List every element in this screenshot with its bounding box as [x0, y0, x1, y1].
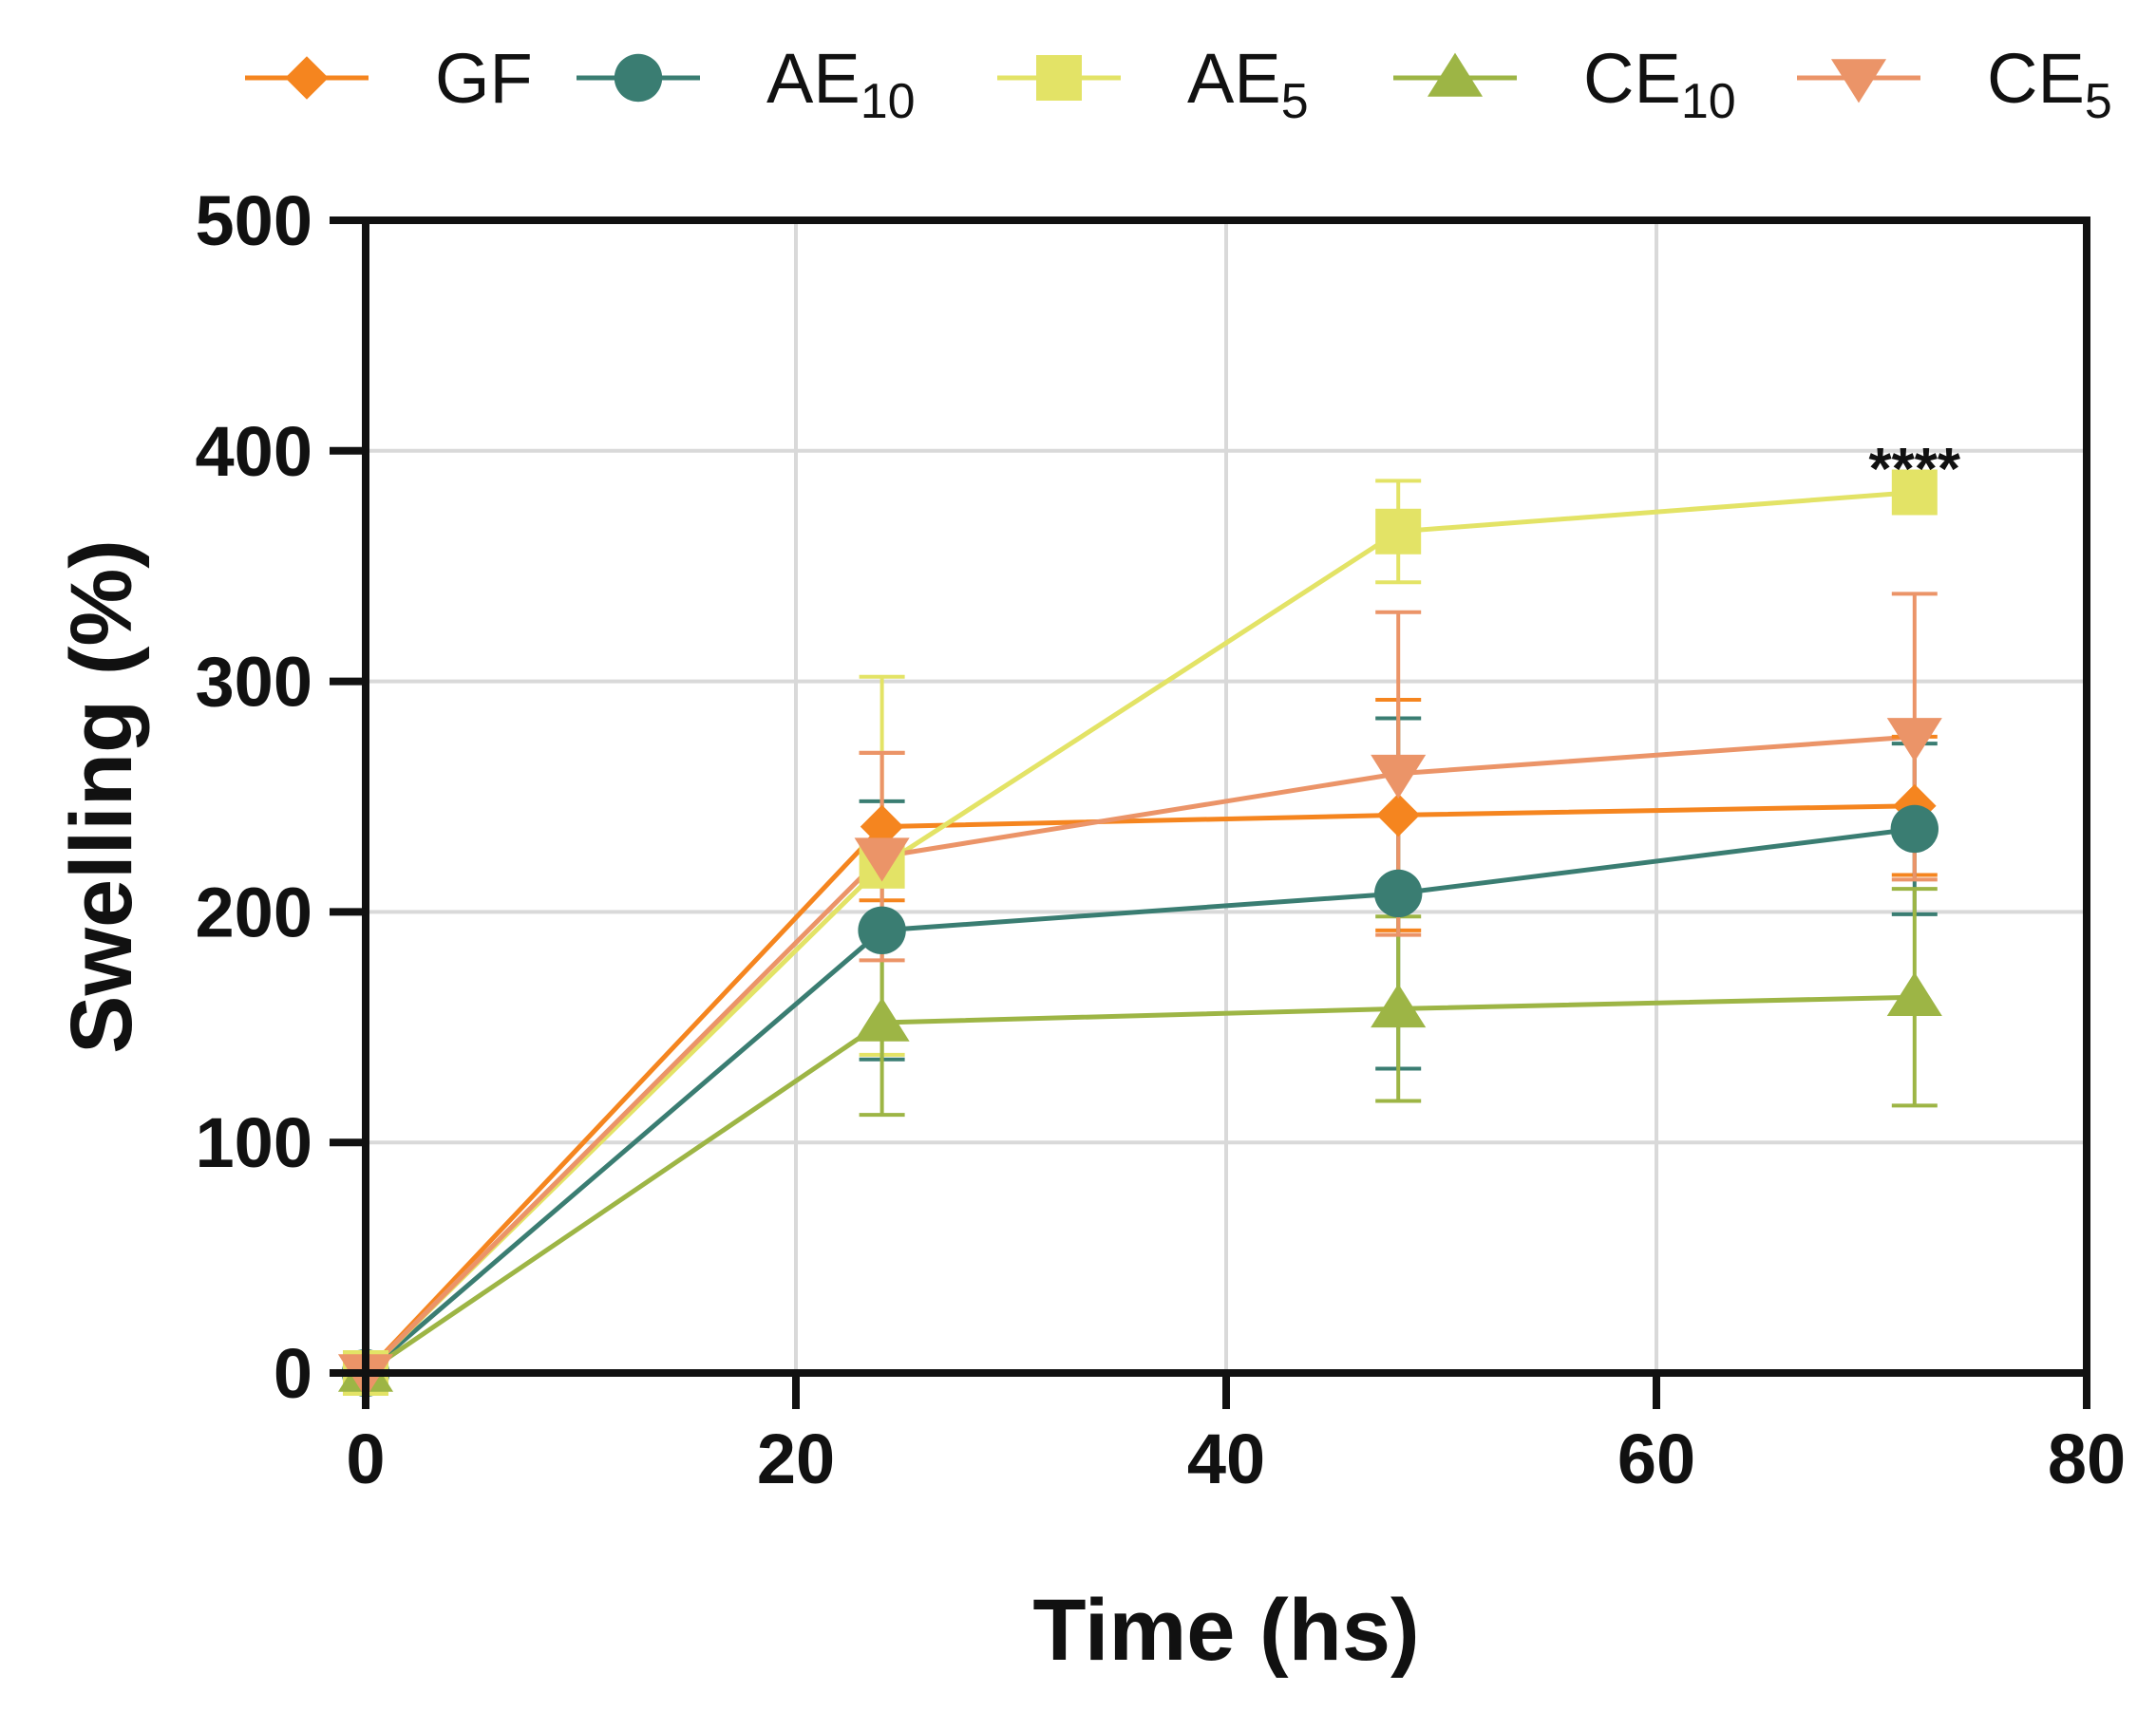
y-tick-label: 200	[196, 873, 312, 951]
y-tick-label: 100	[196, 1103, 312, 1182]
series-line-GF	[364, 803, 1915, 1375]
series-lines	[364, 490, 1916, 1376]
legend: GF AE10 AE5 CE10 CE5	[245, 39, 2112, 129]
data-point-GF	[860, 804, 904, 849]
data-points	[337, 469, 1942, 1399]
y-axis-title: Swelling (%)	[53, 539, 150, 1054]
x-axis-title: Time (hs)	[1032, 1582, 1419, 1679]
y-tick-label: 300	[196, 643, 312, 722]
axes	[330, 216, 2090, 1409]
data-point-AE10	[1890, 804, 1939, 854]
data-point-CE5	[854, 837, 910, 882]
legend-marker	[1036, 55, 1082, 101]
legend-marker	[285, 56, 329, 100]
data-point-AE5	[1891, 469, 1938, 516]
legend-label-sub: 10	[1681, 74, 1736, 129]
series-line-AE10	[364, 826, 1916, 1375]
legend-marker	[614, 53, 663, 103]
legend-label-sub: 10	[861, 74, 916, 129]
legend-item-AE10: AE10	[577, 39, 916, 129]
legend-label: AE5	[1187, 39, 1309, 129]
y-tick-label: 500	[196, 181, 312, 260]
data-point-CE10	[1886, 971, 1942, 1017]
x-tick-label: 40	[1187, 1420, 1265, 1498]
x-tick-label: 20	[757, 1420, 835, 1498]
legend-marker	[1830, 59, 1887, 103]
legend-marker	[1427, 52, 1484, 97]
legend-item-CE5: CE5	[1797, 39, 2112, 129]
data-point-CE5	[1371, 754, 1427, 799]
data-point-CE10	[1371, 983, 1427, 1028]
annotations: ****	[1869, 437, 1961, 502]
legend-label-main: CE	[1583, 39, 1681, 118]
legend-label-sub: 5	[1281, 74, 1309, 129]
data-point-CE10	[854, 997, 910, 1042]
legend-label-main: GF	[435, 39, 533, 118]
data-point-GF	[1376, 793, 1420, 837]
x-tick-label: 60	[1617, 1420, 1695, 1498]
legend-label: AE10	[766, 39, 916, 129]
grid-lines	[366, 220, 2087, 1373]
legend-label-main: AE	[1187, 39, 1281, 118]
series-line-CE10	[364, 994, 1915, 1376]
x-tick-label: 0	[346, 1420, 385, 1498]
data-point-CE5	[1886, 718, 1942, 762]
legend-label-sub: 5	[2085, 74, 2112, 129]
legend-label: GF	[435, 39, 533, 118]
legend-label-main: CE	[1987, 39, 2085, 118]
series-line-CE5	[364, 734, 1915, 1375]
y-tick-label: 400	[196, 412, 312, 491]
legend-item-AE5: AE5	[997, 39, 1309, 129]
x-tick-label: 80	[2048, 1420, 2126, 1498]
legend-label-main: AE	[766, 39, 861, 118]
significance-annotation: ****	[1869, 437, 1961, 502]
data-point-AE10	[1374, 869, 1423, 918]
tick-labels: 0 20 40 60 80 0 100 200 300 400 500	[196, 181, 2127, 1498]
y-tick-label: 0	[274, 1334, 312, 1413]
legend-label: CE5	[1987, 39, 2112, 129]
data-point-AE10	[858, 906, 906, 955]
series-line-AE5	[364, 490, 1915, 1375]
legend-item-CE10: CE10	[1393, 39, 1736, 129]
data-point-AE5	[1375, 508, 1422, 555]
legend-label: CE10	[1583, 39, 1736, 129]
legend-item-GF: GF	[245, 39, 533, 118]
